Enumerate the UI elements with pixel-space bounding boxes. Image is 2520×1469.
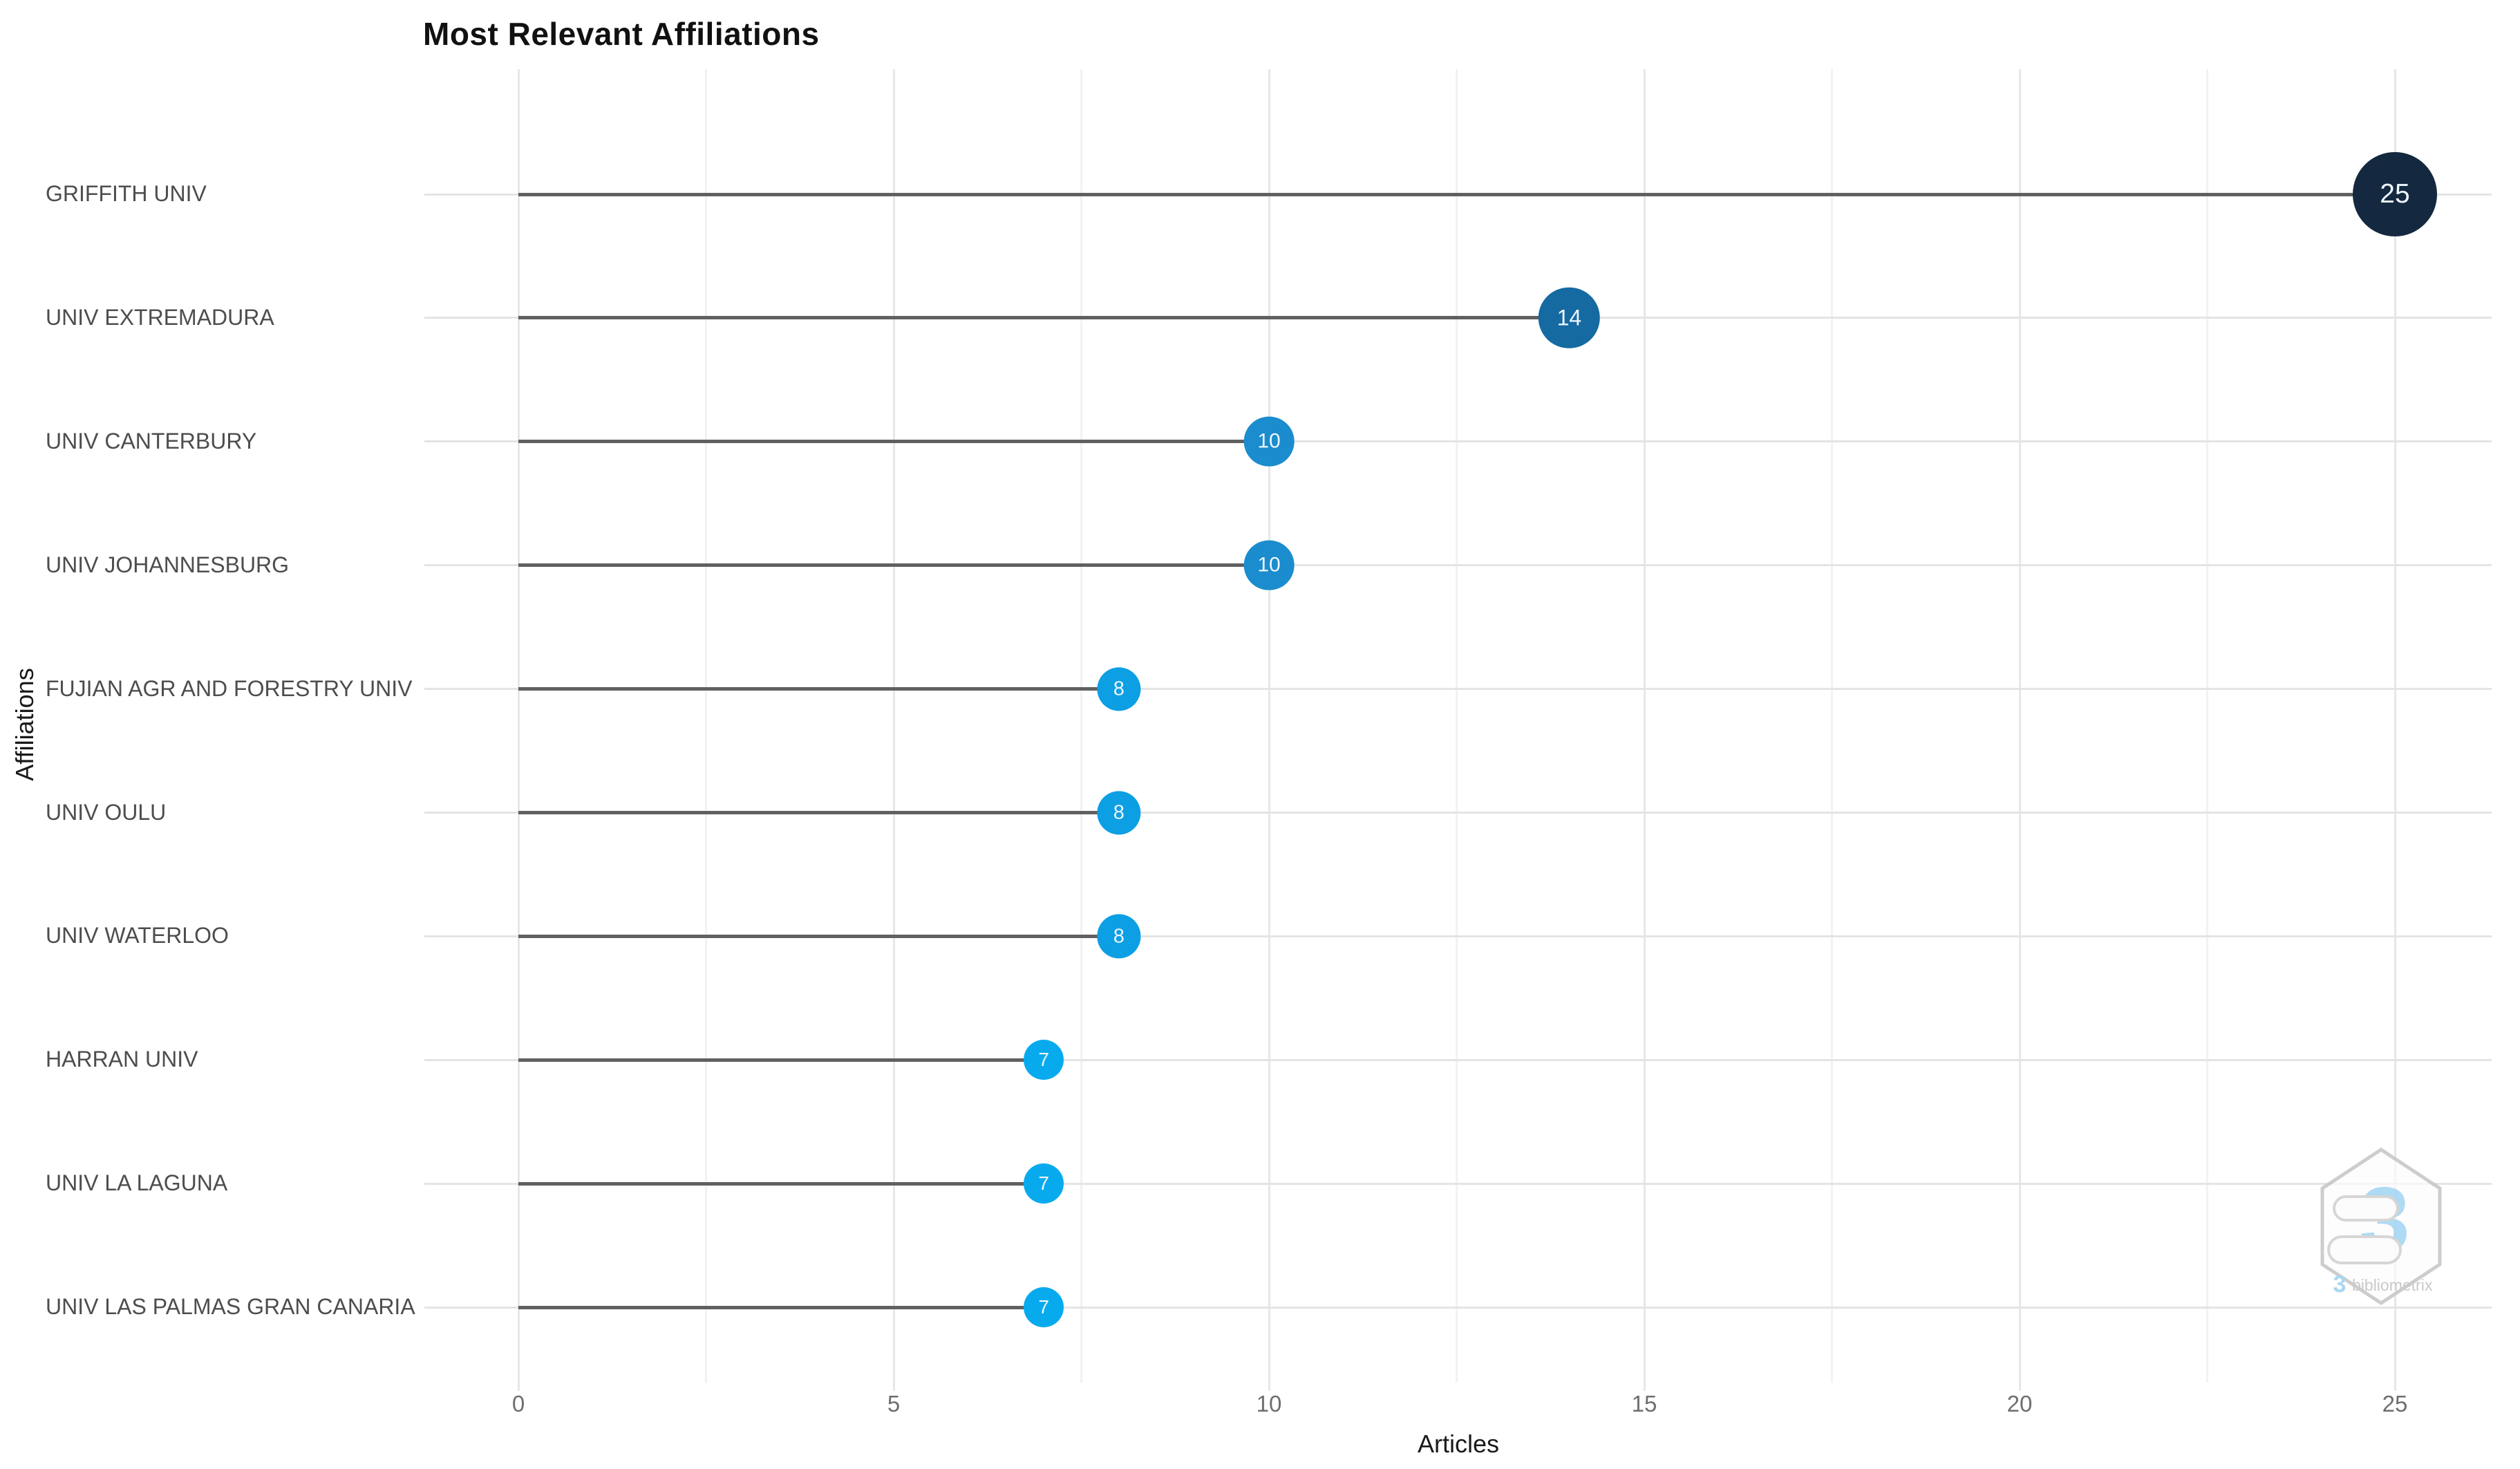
- x-tick-label: 15: [1631, 1391, 1657, 1416]
- lollipop-dot: 14: [1539, 287, 1600, 349]
- dot-value-label: 8: [1113, 801, 1125, 823]
- dot-value-label: 7: [1038, 1049, 1049, 1071]
- lollipop-dot: 10: [1243, 540, 1295, 591]
- dot-value-label: 7: [1038, 1172, 1049, 1195]
- dot-value-label: 14: [1557, 305, 1582, 330]
- y-axis-category-label: FUJIAN AGR AND FORESTRY UNIV: [46, 675, 413, 701]
- y-axis-category-label: UNIV LAS PALMAS GRAN CANARIA: [46, 1293, 415, 1319]
- dot-value-label: 8: [1113, 924, 1125, 947]
- y-axis-category-label: UNIV WATERLOO: [46, 923, 229, 948]
- x-minor-gridline: [1831, 69, 1833, 1383]
- y-axis-category-label: UNIV LA LAGUNA: [46, 1170, 228, 1195]
- x-major-gridline: [2394, 69, 2396, 1391]
- dot-value-label: 25: [2380, 179, 2410, 209]
- lollipop-stem: [518, 1058, 1044, 1062]
- lollipop-dot: 8: [1097, 666, 1141, 711]
- hexagon-outline: [2320, 1148, 2442, 1305]
- lollipop-stem: [518, 440, 1269, 444]
- lollipop-stem: [518, 934, 1119, 938]
- x-tick-label: 25: [2382, 1391, 2408, 1416]
- row-gridline: [424, 1182, 2492, 1185]
- y-axis-category-label: GRIFFITH UNIV: [46, 180, 207, 206]
- lollipop-stem: [518, 316, 1570, 320]
- watermark-pill-bottom: [2327, 1235, 2402, 1264]
- dot-value-label: 7: [1038, 1296, 1049, 1318]
- y-axis-category-label: UNIV JOHANNESBURG: [46, 552, 290, 577]
- x-major-gridline: [1268, 69, 1270, 1391]
- row-gridline: [424, 564, 2492, 567]
- lollipop-stem: [518, 1305, 1044, 1309]
- row-gridline: [424, 1058, 2492, 1061]
- lollipop-dot: 7: [1024, 1163, 1064, 1204]
- dot-value-label: 10: [1257, 429, 1281, 453]
- lollipop-dot: 8: [1097, 914, 1141, 959]
- x-minor-gridline: [2206, 69, 2208, 1383]
- x-axis-title: Articles: [1417, 1430, 1500, 1458]
- x-tick-label: 5: [887, 1391, 901, 1416]
- watermark-mini-glyph: 3: [2333, 1271, 2347, 1298]
- x-minor-gridline: [1456, 69, 1458, 1383]
- lollipop-dot: 7: [1024, 1040, 1064, 1080]
- x-tick-label: 10: [1256, 1391, 1282, 1416]
- lollipop-stem: [518, 1181, 1044, 1186]
- lollipop-stem: [518, 192, 2395, 196]
- bibliometrix-watermark-logo: 3 3 bibliometrix: [2320, 1148, 2442, 1305]
- x-major-gridline: [892, 69, 895, 1391]
- x-tick-label: 20: [2006, 1391, 2033, 1416]
- y-axis-category-label: UNIV CANTERBURY: [46, 428, 257, 453]
- row-gridline: [424, 1306, 2492, 1309]
- watermark-pill-top: [2333, 1195, 2399, 1222]
- y-axis-category-label: HARRAN UNIV: [46, 1047, 198, 1072]
- row-gridline: [424, 688, 2492, 691]
- plot-title: Most Relevant Affiliations: [423, 16, 820, 52]
- x-minor-gridline: [1080, 69, 1082, 1383]
- row-gridline: [424, 935, 2492, 937]
- y-axis-category-label: UNIV EXTREMADURA: [46, 304, 274, 330]
- dot-value-label: 8: [1113, 677, 1125, 700]
- lollipop-dot: 25: [2353, 152, 2437, 236]
- x-minor-gridline: [705, 69, 707, 1383]
- x-major-gridline: [517, 69, 520, 1391]
- y-axis-category-label: UNIV OULU: [46, 799, 167, 825]
- lollipop-dot: 7: [1024, 1287, 1064, 1328]
- dot-value-label: 10: [1257, 553, 1281, 577]
- row-gridline: [424, 812, 2492, 814]
- watermark-text: bibliometrix: [2352, 1276, 2433, 1294]
- lollipop-stem: [518, 811, 1119, 814]
- lollipop-dot: 8: [1097, 790, 1141, 835]
- x-major-gridline: [2018, 69, 2021, 1391]
- lollipop-stem: [518, 563, 1269, 568]
- lollipop-dot: 10: [1243, 416, 1295, 467]
- lollipop-stem: [518, 687, 1119, 691]
- x-major-gridline: [1643, 69, 1646, 1391]
- row-gridline: [424, 440, 2492, 443]
- x-tick-label: 0: [511, 1391, 525, 1416]
